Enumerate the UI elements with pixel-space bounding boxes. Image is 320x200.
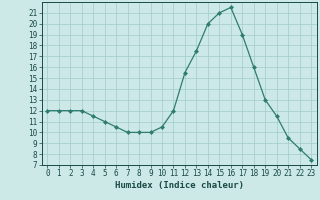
X-axis label: Humidex (Indice chaleur): Humidex (Indice chaleur) [115, 181, 244, 190]
